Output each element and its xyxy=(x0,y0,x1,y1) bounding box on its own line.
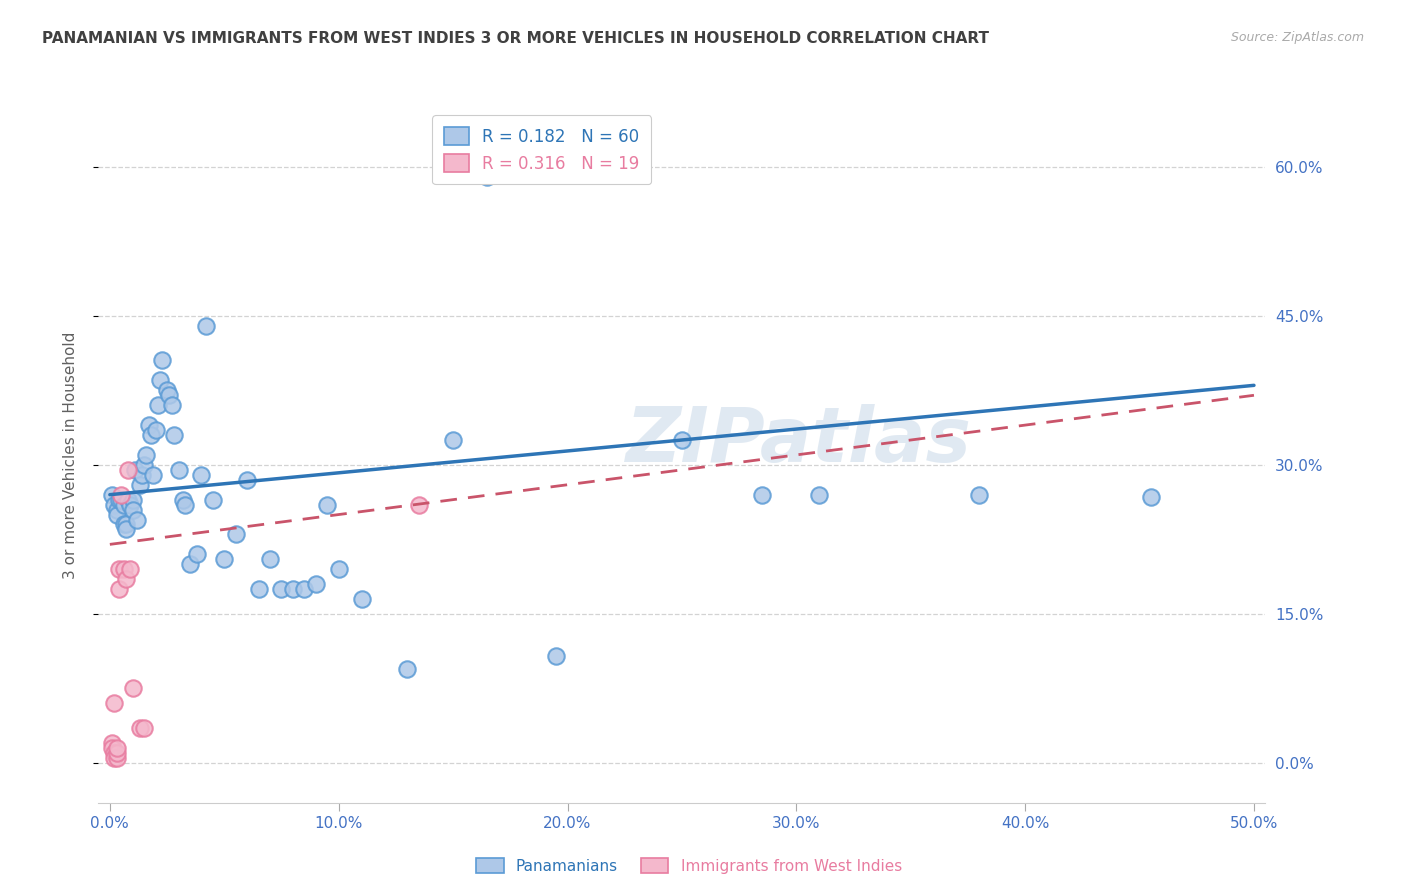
Point xyxy=(201,492,224,507)
Y-axis label: 3 or more Vehicles in Household: 3 or more Vehicles in Household xyxy=(63,331,77,579)
Point xyxy=(146,398,169,412)
Point xyxy=(163,428,186,442)
Point xyxy=(121,681,143,696)
Point xyxy=(115,523,138,537)
Point xyxy=(544,648,567,663)
Point xyxy=(157,388,180,402)
Point xyxy=(292,582,315,596)
Point xyxy=(138,418,160,433)
Text: ZIPatlas: ZIPatlas xyxy=(626,404,972,478)
Point xyxy=(124,463,146,477)
Point xyxy=(145,423,167,437)
Point xyxy=(441,433,464,447)
Point xyxy=(316,498,339,512)
Point xyxy=(135,448,157,462)
Point xyxy=(236,473,259,487)
Point xyxy=(190,467,212,482)
Point xyxy=(105,741,128,756)
Point xyxy=(101,488,124,502)
Point xyxy=(142,467,165,482)
Point xyxy=(156,384,179,398)
Point xyxy=(139,428,162,442)
Point xyxy=(101,741,124,756)
Point xyxy=(112,498,135,512)
Point xyxy=(969,488,991,502)
Point xyxy=(751,488,773,502)
Point xyxy=(305,577,328,591)
Point xyxy=(112,517,135,532)
Point xyxy=(110,492,132,507)
Point xyxy=(115,517,138,532)
Point xyxy=(115,572,138,586)
Point xyxy=(281,582,304,596)
Point xyxy=(103,746,125,760)
Point xyxy=(121,502,143,516)
Point xyxy=(128,477,150,491)
Point xyxy=(186,547,208,561)
Point xyxy=(270,582,292,596)
Point xyxy=(408,498,430,512)
Point xyxy=(149,373,172,387)
Point xyxy=(101,736,124,750)
Point xyxy=(127,512,149,526)
Point xyxy=(121,492,143,507)
Point xyxy=(396,662,419,676)
Legend: Panamanians, Immigrants from West Indies: Panamanians, Immigrants from West Indies xyxy=(470,852,908,880)
Point xyxy=(110,488,132,502)
Point xyxy=(160,398,183,412)
Point xyxy=(477,169,499,184)
Point xyxy=(808,488,831,502)
Point xyxy=(174,498,197,512)
Point xyxy=(214,552,236,566)
Point xyxy=(117,492,139,507)
Point xyxy=(108,492,131,507)
Point xyxy=(131,467,153,482)
Point xyxy=(103,751,125,765)
Point xyxy=(152,353,174,368)
Point xyxy=(1140,490,1163,504)
Point xyxy=(167,463,190,477)
Point xyxy=(108,582,131,596)
Point xyxy=(105,746,128,760)
Point xyxy=(108,562,131,576)
Point xyxy=(112,562,135,576)
Text: Source: ZipAtlas.com: Source: ZipAtlas.com xyxy=(1230,31,1364,45)
Point xyxy=(103,498,125,512)
Point xyxy=(120,498,142,512)
Point xyxy=(128,721,150,735)
Point xyxy=(103,697,125,711)
Point xyxy=(259,552,281,566)
Point xyxy=(134,721,156,735)
Point xyxy=(105,508,128,522)
Point xyxy=(350,592,373,607)
Text: PANAMANIAN VS IMMIGRANTS FROM WEST INDIES 3 OR MORE VEHICLES IN HOUSEHOLD CORREL: PANAMANIAN VS IMMIGRANTS FROM WEST INDIE… xyxy=(42,31,990,46)
Point xyxy=(134,458,156,472)
Point xyxy=(328,562,350,576)
Legend: R = 0.182   N = 60, R = 0.316   N = 19: R = 0.182 N = 60, R = 0.316 N = 19 xyxy=(433,115,651,185)
Point xyxy=(117,463,139,477)
Point xyxy=(120,562,142,576)
Point xyxy=(194,318,217,333)
Point xyxy=(225,527,247,541)
Point xyxy=(247,582,270,596)
Point xyxy=(179,558,201,572)
Point xyxy=(105,502,128,516)
Point xyxy=(172,492,194,507)
Point xyxy=(105,751,128,765)
Point xyxy=(671,433,693,447)
